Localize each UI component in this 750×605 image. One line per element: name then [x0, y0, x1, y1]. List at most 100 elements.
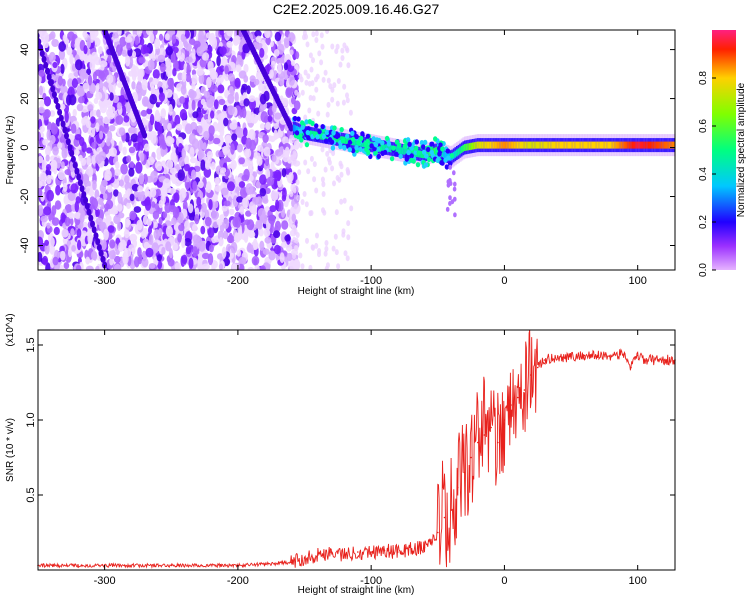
noise-blob — [144, 199, 152, 211]
noise-blob — [314, 86, 319, 93]
noise-blob — [201, 263, 210, 270]
noise-blob — [38, 204, 44, 217]
noise-blob — [152, 69, 160, 80]
noise-blob — [330, 43, 335, 50]
noise-blob — [223, 200, 231, 207]
trace-blob — [398, 153, 403, 159]
trace-blob — [414, 139, 419, 145]
noise-blob — [196, 125, 203, 134]
noise-blob — [119, 179, 124, 187]
noise-blob — [226, 30, 234, 37]
noise-blob — [157, 54, 166, 63]
noise-blob — [241, 83, 248, 91]
noise-blob — [79, 212, 85, 224]
noise-blob — [128, 127, 136, 134]
trace-blob — [407, 141, 412, 147]
noise-blob — [243, 63, 249, 73]
noise-blob — [236, 249, 241, 257]
noise-blob — [188, 133, 196, 145]
noise-blob — [239, 206, 245, 215]
noise-blob — [139, 37, 145, 46]
trace-core — [577, 141, 580, 149]
trace-core — [491, 141, 494, 149]
noise-blob — [197, 256, 204, 268]
trace-core — [478, 141, 481, 149]
noise-blob — [220, 187, 229, 196]
trace-core — [512, 141, 515, 149]
trace-core — [400, 147, 403, 155]
noise-blob — [100, 179, 108, 187]
noise-blob — [172, 67, 177, 77]
trace-core — [384, 144, 387, 152]
noise-blob — [216, 55, 221, 67]
noise-blob — [165, 66, 172, 78]
trace-blob — [320, 124, 325, 130]
streak-blob — [58, 114, 64, 122]
noise-blob — [281, 220, 289, 230]
noise-blob — [194, 214, 200, 225]
trace-core — [670, 141, 673, 149]
trace-core — [488, 141, 491, 149]
noise-blob — [298, 252, 303, 259]
noise-blob — [343, 250, 348, 257]
noise-blob — [89, 58, 96, 71]
trace-blob — [299, 137, 304, 143]
noise-blob — [222, 145, 230, 154]
trace-core — [620, 141, 624, 149]
noise-blob — [198, 180, 204, 189]
trace-core — [535, 141, 539, 149]
noise-blob — [227, 105, 235, 116]
noise-blob — [341, 99, 346, 106]
noise-blob — [75, 264, 82, 270]
trace-core — [599, 141, 603, 149]
noise-blob — [82, 82, 90, 92]
noise-blob — [217, 230, 224, 241]
noise-blob — [324, 240, 329, 246]
snr-point — [490, 426, 492, 429]
noise-blob — [259, 47, 265, 58]
noise-blob — [60, 63, 65, 74]
noise-blob — [284, 146, 290, 158]
noise-blob — [181, 147, 186, 159]
noise-blob — [274, 112, 282, 120]
noise-blob — [149, 113, 155, 126]
noise-blob — [263, 146, 271, 157]
noise-blob — [257, 144, 264, 152]
snr-point — [497, 441, 499, 444]
trace-blob — [380, 140, 385, 146]
x-tick-label: -100 — [360, 275, 382, 287]
snr-point — [516, 396, 519, 399]
noise-blob — [58, 49, 66, 60]
noise-blob — [255, 35, 262, 43]
noise-blob — [69, 53, 74, 65]
snr-point — [510, 404, 512, 406]
trace-core — [529, 141, 532, 149]
noise-blob — [112, 95, 120, 103]
streak-blob — [43, 61, 49, 69]
noise-blob — [60, 212, 66, 223]
noise-blob — [325, 30, 330, 34]
noise-blob — [198, 73, 205, 85]
x-axis-label: Height of straight line (km) — [298, 585, 415, 596]
noise-blob — [60, 250, 66, 261]
trace-core — [609, 141, 612, 149]
noise-blob — [253, 78, 260, 86]
noise-blob — [320, 176, 325, 183]
noise-blob — [168, 188, 177, 194]
snr-point — [410, 548, 412, 550]
noise-blob — [273, 244, 281, 255]
noise-blob — [95, 208, 100, 217]
noise-blob — [38, 69, 45, 77]
noise-blob — [335, 100, 340, 107]
noise-blob — [38, 85, 44, 96]
noise-blob — [157, 260, 163, 270]
trace-core — [484, 141, 488, 149]
noise-blob — [288, 75, 296, 86]
noise-blob — [58, 41, 66, 52]
noise-blob — [312, 176, 317, 183]
colorbar-tick-label: 0.6 — [698, 119, 709, 133]
noise-blob — [223, 104, 228, 112]
noise-blob — [177, 59, 186, 71]
trace-blob — [294, 130, 300, 136]
noise-blob — [309, 210, 314, 216]
